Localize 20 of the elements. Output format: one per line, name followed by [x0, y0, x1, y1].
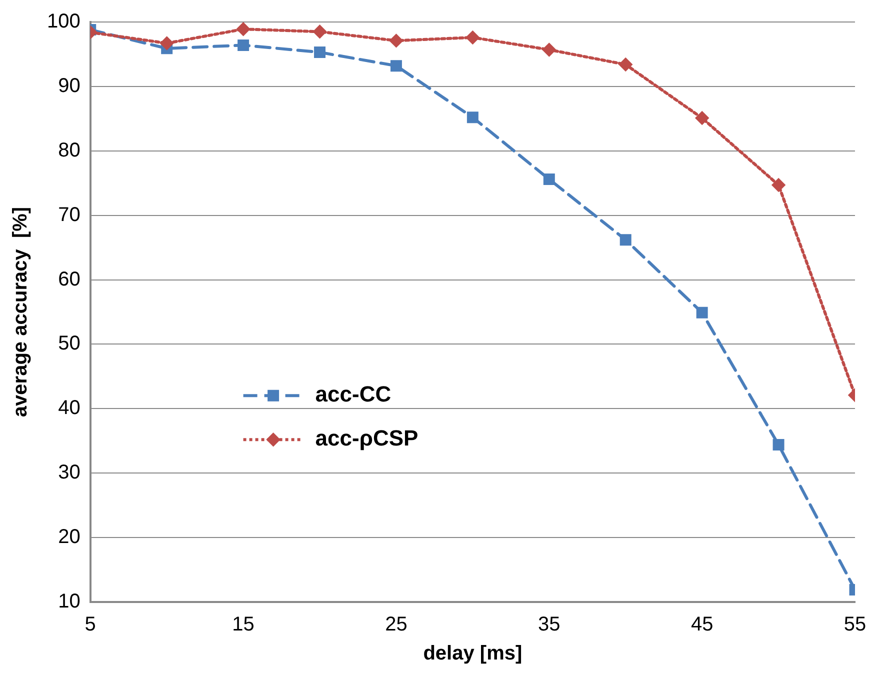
legend-label: acc-CC: [315, 382, 392, 407]
y-axis-title: average accuracy [%]: [10, 206, 32, 418]
y-tick-label: 100: [46, 10, 80, 33]
x-tick-label: 35: [538, 614, 560, 636]
x-tick-label: 15: [232, 614, 254, 636]
x-tick-label: 55: [844, 614, 866, 636]
y-tick-label: 50: [58, 332, 80, 355]
x-axis-title: delay [ms]: [423, 642, 522, 665]
legend-label: acc-ρCSP: [315, 426, 418, 451]
y-tick-label: 30: [58, 462, 80, 484]
x-tick-label: 45: [690, 614, 714, 636]
x-tick-label: 5: [84, 614, 96, 636]
y-tick-label: 60: [58, 268, 80, 290]
y-tick-label: 40: [58, 397, 80, 420]
y-tick-label: 80: [58, 139, 80, 162]
y-tick-label: 90: [58, 74, 80, 97]
y-tick-label: 10: [58, 590, 80, 613]
y-tick-label: 70: [58, 204, 80, 226]
y-tick-label: 20: [58, 526, 80, 548]
x-tick-label: 25: [385, 614, 408, 636]
